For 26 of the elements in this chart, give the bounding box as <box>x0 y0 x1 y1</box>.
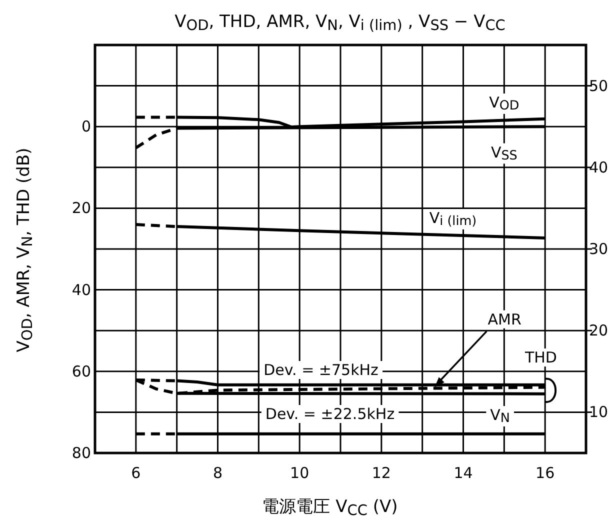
x-tick-label: 16 <box>536 464 555 482</box>
y-tick-label: 80 <box>72 444 91 462</box>
x-axis-title: 電源電圧 V$_{CC}$ (V) <box>262 497 398 520</box>
y-tick-label: 0 <box>81 118 91 136</box>
annotation: V$_{N}$ <box>490 406 510 426</box>
y-tick-label: 40 <box>72 280 91 299</box>
x-tick-label: 10 <box>290 464 310 482</box>
annotation: AMR <box>488 310 522 328</box>
annotation: V$_{i (lim)}$ <box>429 209 477 230</box>
annotation: Dev. = ±75kHz <box>264 361 379 379</box>
y-tick-label: 60 <box>72 362 91 380</box>
annotation: V$_{OD}$ <box>489 94 520 114</box>
x-tick-label: 6 <box>131 464 141 482</box>
annotation: THD <box>524 348 557 367</box>
x-tick-label: 8 <box>212 464 223 482</box>
x-tick-label: 14 <box>454 464 473 482</box>
y-tick-label: 20 <box>72 199 91 218</box>
x-tick-label: 12 <box>372 464 391 482</box>
chart-title: V$_{OD}$, THD, AMR, V$_{N}$, V$_{i (lim)}$ , V$_{SS}$ − V$_{CC}$ <box>174 12 506 34</box>
annotation: Dev. = ±22.5kHz <box>265 405 395 423</box>
y2-tick-label: 40 <box>589 158 608 176</box>
y2-tick-label: 30 <box>589 240 608 258</box>
y2-tick-label: 10 <box>589 403 608 422</box>
y2-tick-label: 50 <box>589 76 608 95</box>
annotation: V$_{SS}$ <box>490 143 518 164</box>
y2-tick-label: 20 <box>589 322 608 340</box>
